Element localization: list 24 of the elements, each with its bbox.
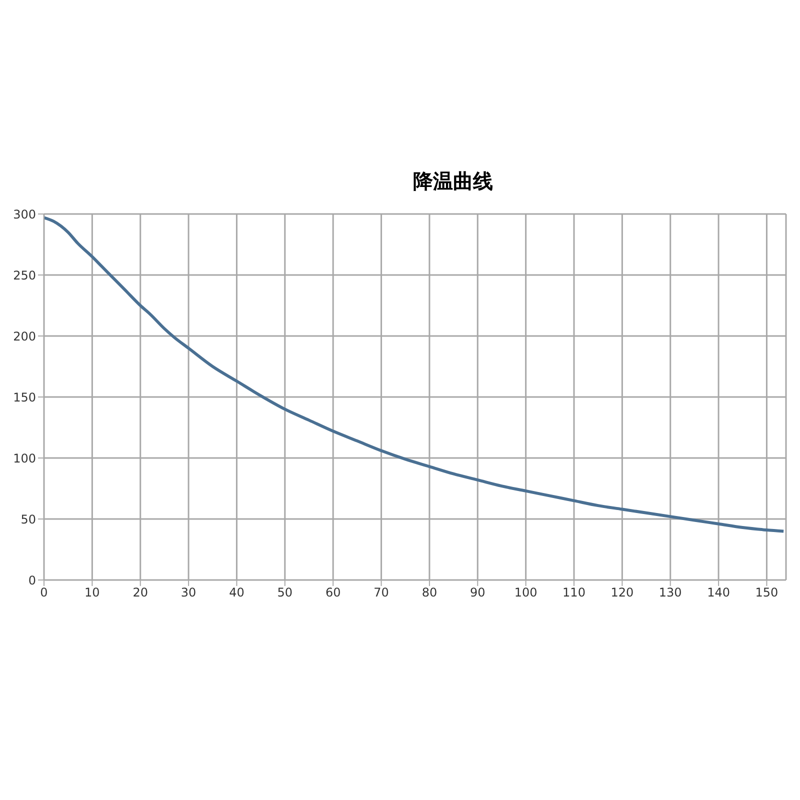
- x-tick-label: 30: [180, 586, 196, 600]
- x-tick-label: 50: [277, 586, 293, 600]
- y-tick-label: 200: [13, 329, 36, 344]
- x-tick-label: 130: [658, 586, 682, 600]
- x-tick-label: 110: [562, 586, 586, 600]
- y-tick-label: 250: [13, 268, 36, 282]
- y-tick-label: 0: [28, 573, 36, 588]
- x-tick-label: 60: [325, 586, 341, 600]
- x-tick-label: 40: [229, 586, 244, 600]
- y-tick-label: 50: [20, 512, 36, 526]
- x-tick-label: 120: [610, 586, 634, 600]
- y-tick-label: 100: [13, 451, 36, 466]
- x-tick-label: 70: [374, 586, 389, 600]
- x-tick-label: 150: [755, 586, 778, 600]
- x-tick-label: 10: [84, 586, 100, 600]
- x-tick-label: 80: [422, 586, 438, 600]
- y-tick-label: 300: [13, 207, 36, 222]
- y-tick-label: 150: [13, 390, 36, 404]
- x-tick-label: 100: [514, 586, 538, 600]
- x-tick-label: 90: [470, 586, 486, 600]
- x-tick-label: 20: [132, 586, 148, 600]
- x-tick-label: 0: [40, 586, 48, 600]
- chart-title: 降温曲线: [412, 168, 494, 195]
- x-tick-label: 140: [707, 586, 730, 600]
